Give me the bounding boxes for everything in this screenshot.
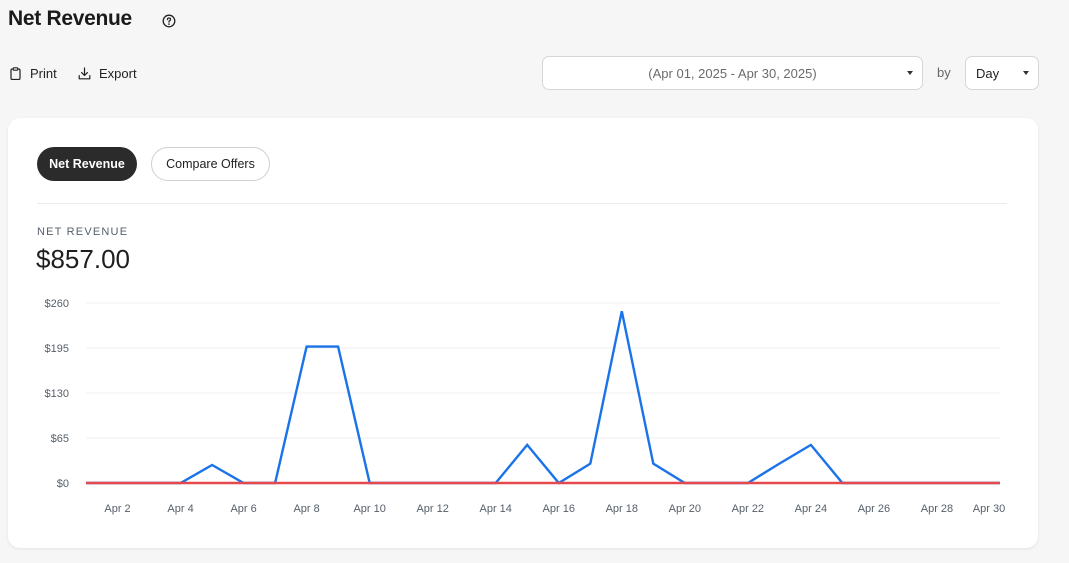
period-select[interactable]: Day — [965, 56, 1039, 90]
x-tick-label: Apr 6 — [230, 503, 256, 515]
by-label: by — [937, 65, 951, 80]
x-tick-label: Apr 20 — [669, 503, 701, 515]
y-tick-label: $0 — [57, 478, 69, 490]
x-tick-label: Apr 26 — [858, 503, 890, 515]
x-tick-label: Apr 12 — [416, 503, 448, 515]
y-tick-label: $65 — [51, 433, 69, 445]
print-button[interactable]: Print — [9, 63, 57, 83]
x-tick-label: Apr 18 — [606, 503, 638, 515]
revenue-card: Net Revenue Compare Offers NET REVENUE $… — [8, 118, 1038, 548]
y-tick-label: $195 — [45, 343, 69, 355]
page-title: Net Revenue — [8, 7, 132, 30]
tab-net-revenue[interactable]: Net Revenue — [37, 147, 137, 181]
download-icon — [78, 66, 91, 79]
date-range-value: (Apr 01, 2025 - Apr 30, 2025) — [648, 65, 817, 81]
x-tick-label: Apr 14 — [480, 503, 512, 515]
tab-compare-offers[interactable]: Compare Offers — [151, 147, 270, 181]
x-tick-label: Apr 8 — [293, 503, 319, 515]
y-tick-label: $130 — [45, 388, 69, 400]
export-label: Export — [99, 65, 137, 81]
x-tick-label: Apr 4 — [167, 503, 193, 515]
chevron-down-icon — [1023, 71, 1029, 75]
x-tick-label: Apr 22 — [732, 503, 764, 515]
export-button[interactable]: Export — [78, 63, 137, 83]
x-tick-label: Apr 2 — [104, 503, 130, 515]
y-tick-label: $260 — [45, 298, 69, 310]
x-tick-label: Apr 24 — [795, 503, 827, 515]
metric-value: $857.00 — [36, 244, 130, 274]
print-label: Print — [30, 65, 57, 81]
divider — [37, 203, 1007, 204]
x-tick-label: Apr 16 — [543, 503, 575, 515]
help-circle-icon[interactable] — [162, 14, 176, 28]
clipboard-icon — [10, 66, 21, 80]
metric-label: NET REVENUE — [37, 226, 129, 238]
period-value: Day — [976, 66, 1000, 81]
chevron-down-icon — [907, 71, 913, 75]
x-tick-label: Apr 10 — [353, 503, 385, 515]
date-range-select[interactable]: (Apr 01, 2025 - Apr 30, 2025) — [542, 56, 923, 90]
x-tick-label: Apr 30 — [973, 503, 1005, 515]
revenue-series-line — [86, 311, 1000, 485]
x-tick-label: Apr 28 — [921, 503, 953, 515]
